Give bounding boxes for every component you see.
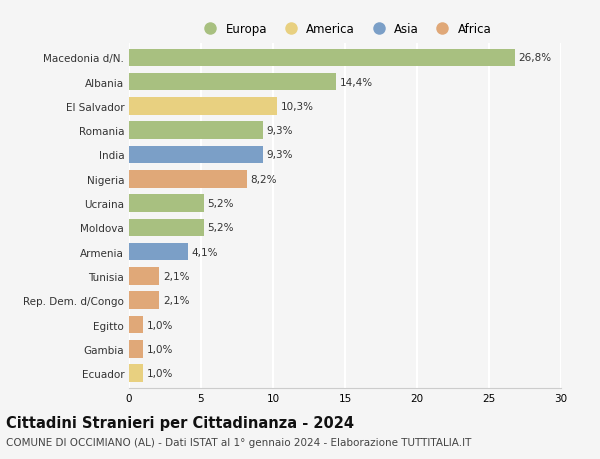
Bar bbox=[129, 122, 263, 140]
Text: 9,3%: 9,3% bbox=[266, 126, 293, 136]
Text: 4,1%: 4,1% bbox=[191, 247, 218, 257]
Text: 8,2%: 8,2% bbox=[251, 174, 277, 185]
Bar bbox=[129, 316, 143, 334]
Text: COMUNE DI OCCIMIANO (AL) - Dati ISTAT al 1° gennaio 2024 - Elaborazione TUTTITAL: COMUNE DI OCCIMIANO (AL) - Dati ISTAT al… bbox=[6, 437, 472, 447]
Text: 26,8%: 26,8% bbox=[518, 53, 551, 63]
Legend: Europa, America, Asia, Africa: Europa, America, Asia, Africa bbox=[194, 18, 496, 41]
Bar bbox=[129, 146, 263, 164]
Bar bbox=[129, 243, 188, 261]
Text: 2,1%: 2,1% bbox=[163, 271, 190, 281]
Bar bbox=[129, 50, 515, 67]
Bar bbox=[129, 98, 277, 115]
Text: 5,2%: 5,2% bbox=[208, 223, 234, 233]
Bar bbox=[129, 195, 204, 213]
Text: 1,0%: 1,0% bbox=[147, 368, 173, 378]
Bar bbox=[129, 73, 337, 91]
Bar bbox=[129, 340, 143, 358]
Text: 1,0%: 1,0% bbox=[147, 344, 173, 354]
Text: 9,3%: 9,3% bbox=[266, 150, 293, 160]
Bar bbox=[129, 268, 159, 285]
Text: 2,1%: 2,1% bbox=[163, 296, 190, 306]
Text: 5,2%: 5,2% bbox=[208, 199, 234, 208]
Bar bbox=[129, 219, 204, 236]
Text: 14,4%: 14,4% bbox=[340, 78, 373, 87]
Bar bbox=[129, 171, 247, 188]
Bar bbox=[129, 364, 143, 382]
Bar bbox=[129, 292, 159, 309]
Text: 10,3%: 10,3% bbox=[281, 101, 314, 112]
Text: 1,0%: 1,0% bbox=[147, 320, 173, 330]
Text: Cittadini Stranieri per Cittadinanza - 2024: Cittadini Stranieri per Cittadinanza - 2… bbox=[6, 415, 354, 431]
